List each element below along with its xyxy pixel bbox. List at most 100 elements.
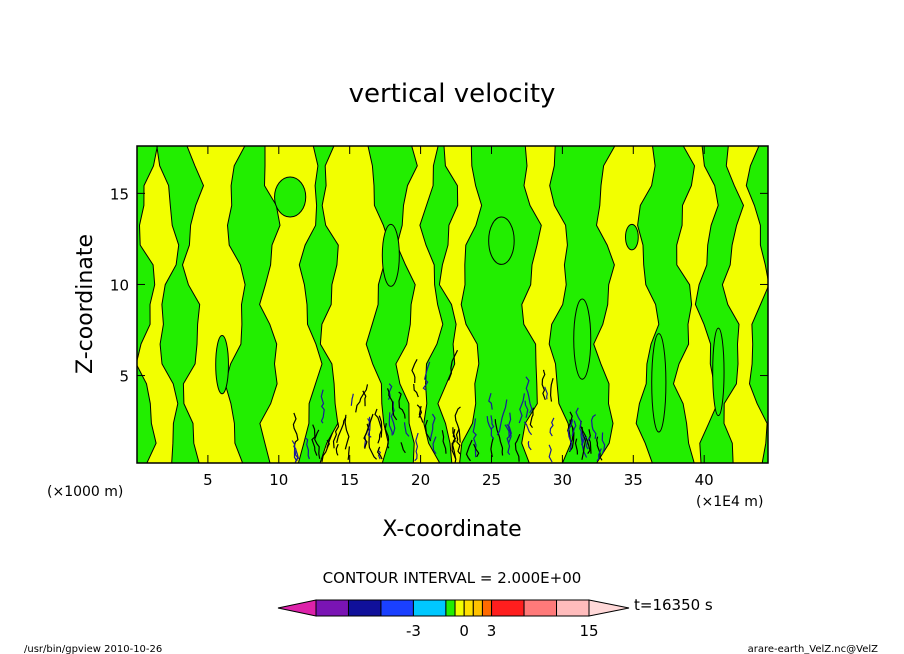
time-label: t=16350 s	[634, 596, 713, 614]
negative-patch	[274, 176, 307, 218]
turbulent-contour	[403, 422, 410, 437]
turbulent-contour	[424, 419, 432, 442]
turbulent-contour	[448, 349, 459, 381]
colorbar-cell	[463, 599, 474, 617]
y-tick-label: 10	[110, 276, 129, 294]
positive-band	[137, 146, 180, 463]
turbulent-contour	[525, 376, 533, 414]
turbulent-contour	[292, 412, 299, 448]
turbulent-contour	[422, 361, 431, 391]
x-axis-label: X-coordinate	[382, 517, 521, 542]
turbulent-contour	[574, 438, 578, 455]
negative-patch	[381, 223, 400, 287]
x-tick-label: 5	[203, 471, 213, 489]
turbulent-contour	[332, 422, 340, 449]
turbulent-contour	[473, 443, 480, 458]
turbulent-contour	[455, 429, 461, 455]
turbulent-contour	[571, 420, 577, 437]
colorbar-cell	[481, 599, 493, 617]
turbulent-contour	[524, 400, 529, 418]
y-axis-label: Z-coordinate	[73, 234, 98, 374]
x-tick-label: 20	[411, 471, 430, 489]
turbulent-contour	[418, 405, 424, 423]
x-tick-label: 30	[553, 471, 572, 489]
turbulent-contour	[335, 443, 339, 456]
turbulent-contour	[518, 393, 525, 424]
footer-left: /usr/bin/gpview 2010-10-26	[24, 644, 162, 654]
x-tick-label: 25	[482, 471, 501, 489]
turbulent-contour	[601, 432, 606, 454]
turbulent-contour	[386, 388, 398, 421]
turbulent-contour	[432, 436, 437, 455]
chart-title: vertical velocity	[349, 79, 556, 109]
turbulent-contour	[590, 414, 597, 439]
turbulent-contour	[490, 437, 494, 458]
turbulent-contour	[581, 426, 587, 460]
turbulent-contour	[596, 448, 602, 462]
negative-patch	[624, 223, 639, 251]
turbulent-contour	[529, 407, 534, 429]
turbulent-contour	[548, 444, 553, 463]
turbulent-contour	[388, 412, 393, 436]
turbulent-contour	[378, 415, 383, 438]
turbulent-contour	[311, 424, 318, 456]
turbulent-contour	[347, 446, 350, 460]
turbulent-contour	[320, 389, 325, 424]
colorbar-cell	[454, 599, 465, 617]
turbulent-contour	[507, 412, 512, 444]
y-tick-label: 15	[110, 185, 129, 203]
colorbar-cell	[491, 599, 525, 617]
negative-patch	[215, 334, 229, 395]
positive-band	[521, 146, 572, 463]
turbulent-contour	[523, 421, 533, 436]
colorbar: -3 0 3 15	[277, 599, 630, 640]
turbulent-contour	[566, 411, 573, 432]
turbulent-contour	[454, 406, 461, 443]
turbulent-contour	[514, 433, 521, 462]
negative-patch	[573, 298, 592, 380]
x-unit-label: (×1E4 m)	[696, 494, 763, 510]
turbulent-contour	[465, 439, 473, 462]
turbulent-contour	[398, 391, 406, 419]
turbulent-contour	[376, 446, 383, 460]
colorbar-tick-label: 3	[487, 622, 497, 640]
negative-patch	[712, 327, 725, 417]
turbulent-contour	[429, 413, 436, 441]
turbulent-contour	[486, 416, 495, 440]
turbulent-contour	[544, 386, 548, 400]
turbulent-contour	[588, 429, 592, 454]
positive-band	[437, 146, 483, 463]
turbulent-contour	[567, 419, 574, 452]
turbulent-contour	[400, 442, 406, 454]
colorbar-cell	[347, 599, 382, 617]
colorbar-cell	[412, 599, 447, 617]
turbulent-contour	[363, 413, 374, 449]
turbulent-contour	[355, 384, 369, 413]
turbulent-contour	[549, 417, 555, 437]
turbulent-contour	[575, 407, 584, 446]
turbulent-contour	[294, 449, 299, 463]
y-tick-label: 5	[119, 368, 129, 386]
turbulent-contour	[411, 359, 418, 384]
plot-frame	[136, 145, 769, 464]
colorbar-tick-label: -3	[406, 622, 421, 640]
y-axis: 5 10 15	[110, 185, 768, 386]
turbulent-contour	[374, 408, 383, 444]
turbulent-contour	[549, 378, 554, 402]
positive-band	[259, 146, 323, 463]
turbulent-contour	[314, 429, 321, 459]
y-unit-label: (×1000 m)	[47, 484, 123, 500]
turbulent-contour	[596, 436, 603, 461]
x-tick-label: 40	[695, 471, 714, 489]
colorbar-tick-label: 0	[459, 622, 469, 640]
colorbar-cell	[523, 599, 558, 617]
x-axis: 5 10 15 20 25 30 35 40	[203, 146, 714, 489]
positive-band	[593, 146, 660, 463]
negative-patch	[651, 333, 667, 433]
colorbar-tick-label: 15	[579, 622, 598, 640]
positive-band	[672, 146, 719, 463]
colorbar-cell	[315, 599, 349, 617]
x-tick-label: 10	[269, 471, 288, 489]
turbulent-contour	[384, 423, 390, 449]
